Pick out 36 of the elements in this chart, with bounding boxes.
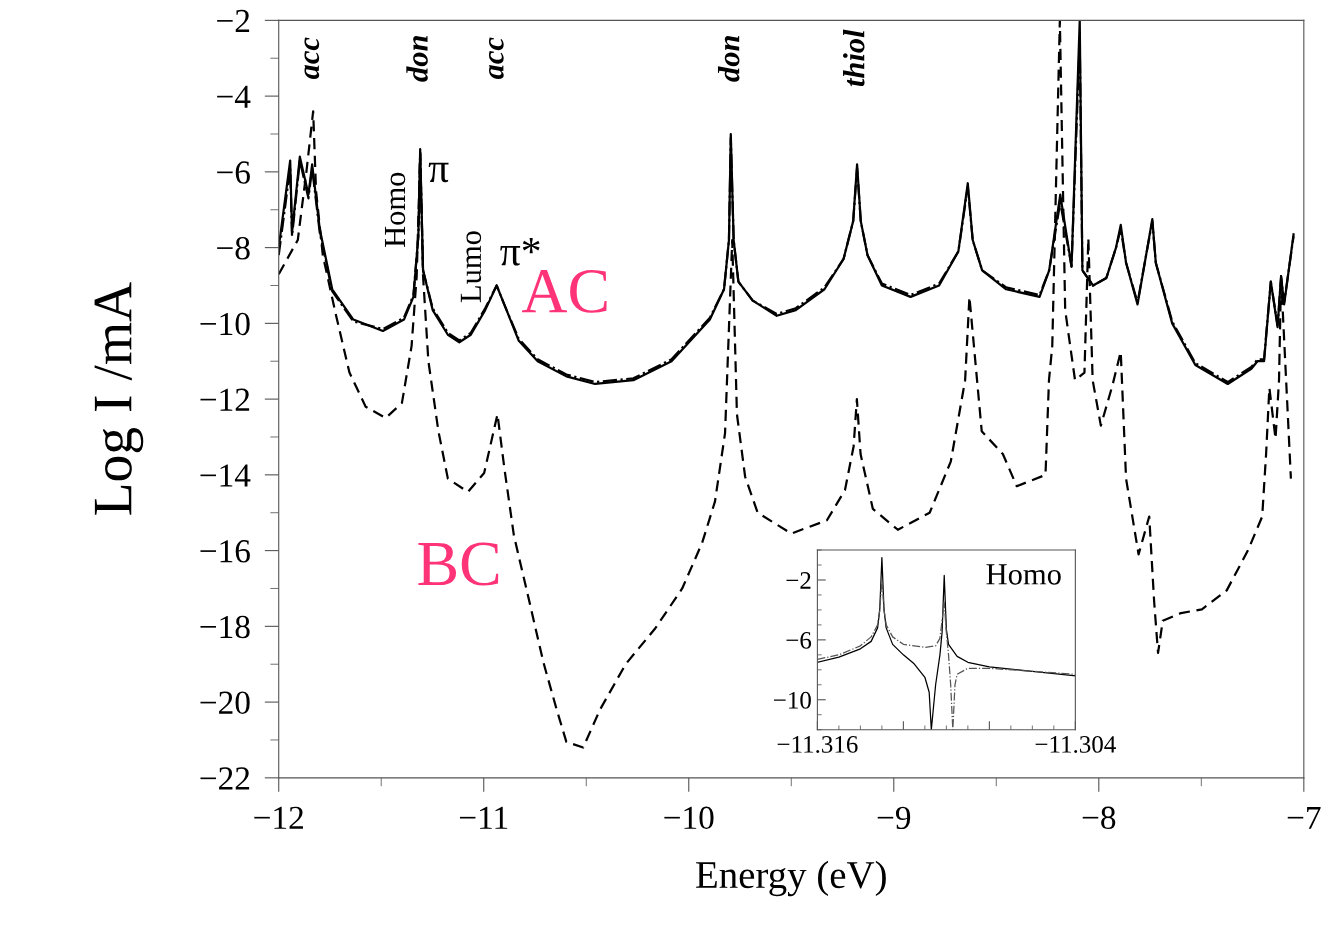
annotation: Lumo (460, 231, 482, 303)
annotation: thiol (843, 29, 865, 87)
y-tick-label: −6 (786, 631, 812, 649)
y-axis-title: Log I /mA (94, 282, 144, 515)
x-axis-title: Energy (eV) (696, 860, 886, 897)
annotation: Homo (986, 564, 1061, 585)
y-tick-label: −2 (217, 9, 250, 32)
annotation: BC (418, 542, 499, 586)
y-tick-label: −2 (786, 572, 811, 589)
y-tick-label: −16 (200, 540, 250, 563)
annotation: don (406, 35, 428, 82)
y-tick-label: −8 (217, 237, 250, 260)
x-tick-label: −9 (877, 806, 911, 830)
annotation: acc (488, 37, 504, 80)
x-tick-label: −12 (254, 806, 303, 829)
x-tick-label: −10 (664, 806, 714, 830)
x-tick-label: −11.316 (777, 736, 858, 753)
annotation: don (717, 35, 740, 82)
annotation: Homo (384, 172, 406, 248)
x-tick-label: −11.304 (1035, 735, 1116, 753)
y-tick-label: −12 (200, 388, 250, 411)
annotation: π (428, 162, 449, 183)
y-tick-label: −10 (200, 312, 250, 336)
annotation: acc (304, 37, 320, 80)
annotation: π* (500, 237, 540, 266)
annotation: AC (522, 269, 607, 313)
y-tick-label: −6 (217, 161, 250, 184)
y-tick-label: −18 (200, 615, 250, 639)
y-tick-label: −20 (200, 691, 250, 714)
y-tick-label: −14 (200, 464, 251, 487)
x-tick-label: −8 (1082, 806, 1116, 830)
x-tick-label: −7 (1287, 806, 1321, 829)
y-tick-label: −10 (773, 691, 811, 709)
y-tick-label: −4 (217, 85, 251, 108)
y-tick-label: −22 (200, 767, 250, 790)
x-tick-label: −11 (459, 806, 508, 829)
